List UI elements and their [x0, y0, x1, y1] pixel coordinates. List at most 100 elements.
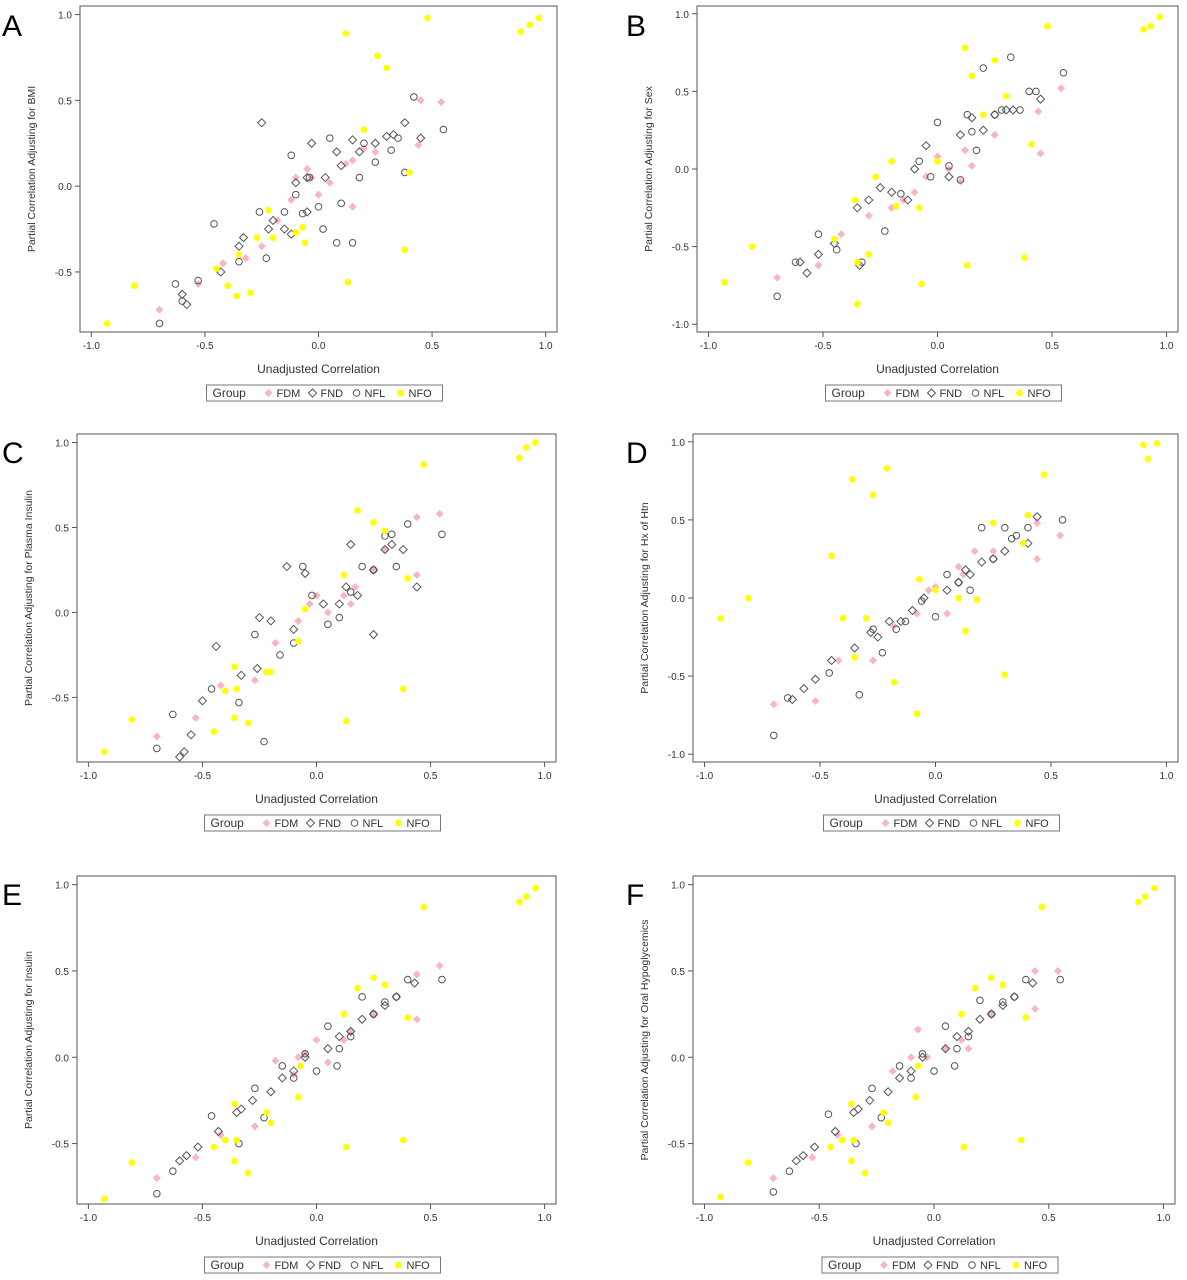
- series-fnd: [174, 539, 422, 762]
- point-nfo: [717, 1193, 724, 1201]
- point-fnd: [1000, 546, 1010, 556]
- y-tick-label: 0.5: [675, 87, 689, 98]
- point-nfl: [346, 588, 355, 596]
- point-fnd: [1001, 105, 1011, 115]
- point-fdm: [152, 732, 161, 741]
- point-fnd: [320, 172, 331, 183]
- legend-label-nfl: NFL: [984, 388, 1005, 400]
- point-nfl: [953, 1044, 961, 1053]
- point-nfo: [424, 14, 431, 22]
- point-fdm: [960, 146, 969, 155]
- point-fdm: [913, 1025, 922, 1034]
- point-fnd: [197, 696, 208, 706]
- point-nfo: [517, 28, 524, 36]
- x-axis-label: Unadjusted Correlation: [873, 1234, 996, 1248]
- point-nfl: [169, 710, 177, 719]
- x-axis-label: Unadjusted Correlation: [255, 1234, 378, 1248]
- point-fdm: [271, 1056, 280, 1065]
- point-nfo: [406, 169, 413, 176]
- point-nfo: [231, 1157, 238, 1165]
- point-nfl: [814, 230, 823, 238]
- point-nfl: [153, 1189, 161, 1198]
- point-nfo: [827, 1143, 835, 1151]
- point-nfl: [943, 570, 951, 579]
- point-nfo: [532, 439, 539, 446]
- point-nfo: [244, 719, 252, 727]
- legend-label-nfo: NFO: [1028, 388, 1052, 400]
- panel-letter: D: [626, 437, 648, 470]
- point-nfo: [849, 475, 856, 483]
- point-fdm: [305, 599, 314, 608]
- legend-title: Group: [211, 1258, 245, 1272]
- point-fnd: [976, 557, 987, 567]
- point-nfl: [276, 651, 284, 659]
- point-fnd: [341, 582, 351, 592]
- point-nfl: [989, 555, 998, 563]
- series-nfl: [770, 516, 1067, 740]
- point-nfo: [221, 1136, 229, 1144]
- point-fdm: [241, 254, 250, 263]
- point-nfl: [1007, 534, 1016, 543]
- point-nfo: [1019, 540, 1027, 547]
- point-nfo: [354, 984, 361, 992]
- x-tick-label: 0.5: [1042, 1213, 1056, 1224]
- legend-label-fdm: FDM: [275, 818, 299, 830]
- point-fnd: [409, 978, 420, 988]
- point-fdm: [1053, 966, 1062, 975]
- x-tick-label: 1.0: [1159, 771, 1173, 782]
- point-nfo: [744, 1159, 752, 1166]
- point-nfo: [404, 1014, 412, 1021]
- point-nfo: [210, 728, 218, 735]
- point-nfo: [231, 1100, 238, 1108]
- point-fdm: [412, 1015, 421, 1024]
- legend-marker-fnd: [305, 1260, 316, 1270]
- x-tick-label: -0.5: [196, 341, 214, 352]
- point-nfo: [342, 717, 350, 725]
- point-fdm: [1034, 107, 1043, 116]
- point-nfl: [262, 254, 271, 263]
- point-nfo: [838, 1136, 846, 1144]
- point-nfl: [355, 173, 364, 182]
- point-nfo: [523, 893, 530, 901]
- point-fnd: [352, 590, 363, 601]
- point-nfl: [251, 1084, 259, 1093]
- point-nfl: [333, 1062, 341, 1070]
- x-tick-label: 0.5: [1045, 341, 1059, 352]
- y-tick-label: -0.5: [668, 672, 686, 683]
- point-fdm: [341, 159, 350, 168]
- point-nfo: [231, 714, 238, 722]
- point-nfl: [439, 125, 448, 134]
- point-nfo: [263, 668, 270, 676]
- point-fdm: [155, 305, 164, 314]
- point-nfo: [884, 1119, 892, 1127]
- point-nfl: [387, 530, 396, 539]
- point-nfo: [381, 981, 389, 989]
- legend-marker-nfl: [969, 819, 978, 827]
- point-nfl: [255, 208, 264, 216]
- y-axis-label: Partial Correlation Adjusting for Plasma…: [23, 490, 35, 706]
- point-fnd: [238, 232, 249, 243]
- x-tick-label: 0.0: [310, 771, 324, 782]
- point-nfl: [332, 238, 341, 247]
- point-fdm: [933, 152, 942, 161]
- point-nfl: [769, 1188, 778, 1196]
- point-nfo: [401, 246, 409, 253]
- point-nfl: [770, 731, 778, 740]
- legend-marker-nfl: [971, 389, 980, 397]
- point-fdm: [348, 156, 357, 165]
- point-nfo: [717, 615, 725, 622]
- legend-marker-fdm: [264, 389, 273, 397]
- point-nfl: [194, 276, 202, 285]
- legend-label-fdm: FDM: [275, 1260, 299, 1272]
- point-nfo: [381, 527, 389, 535]
- point-nfo: [374, 52, 381, 60]
- x-tick-label: 0.5: [424, 1213, 438, 1224]
- x-axis-label: Unadjusted Correlation: [255, 792, 378, 806]
- point-nfo: [420, 461, 428, 468]
- point-nfo: [913, 710, 921, 717]
- point-fdm: [191, 1153, 200, 1162]
- point-nfl: [855, 691, 864, 699]
- y-tick-label: 0.5: [55, 523, 69, 534]
- point-nfo: [972, 984, 979, 992]
- x-tick-label: 1.0: [1160, 341, 1174, 352]
